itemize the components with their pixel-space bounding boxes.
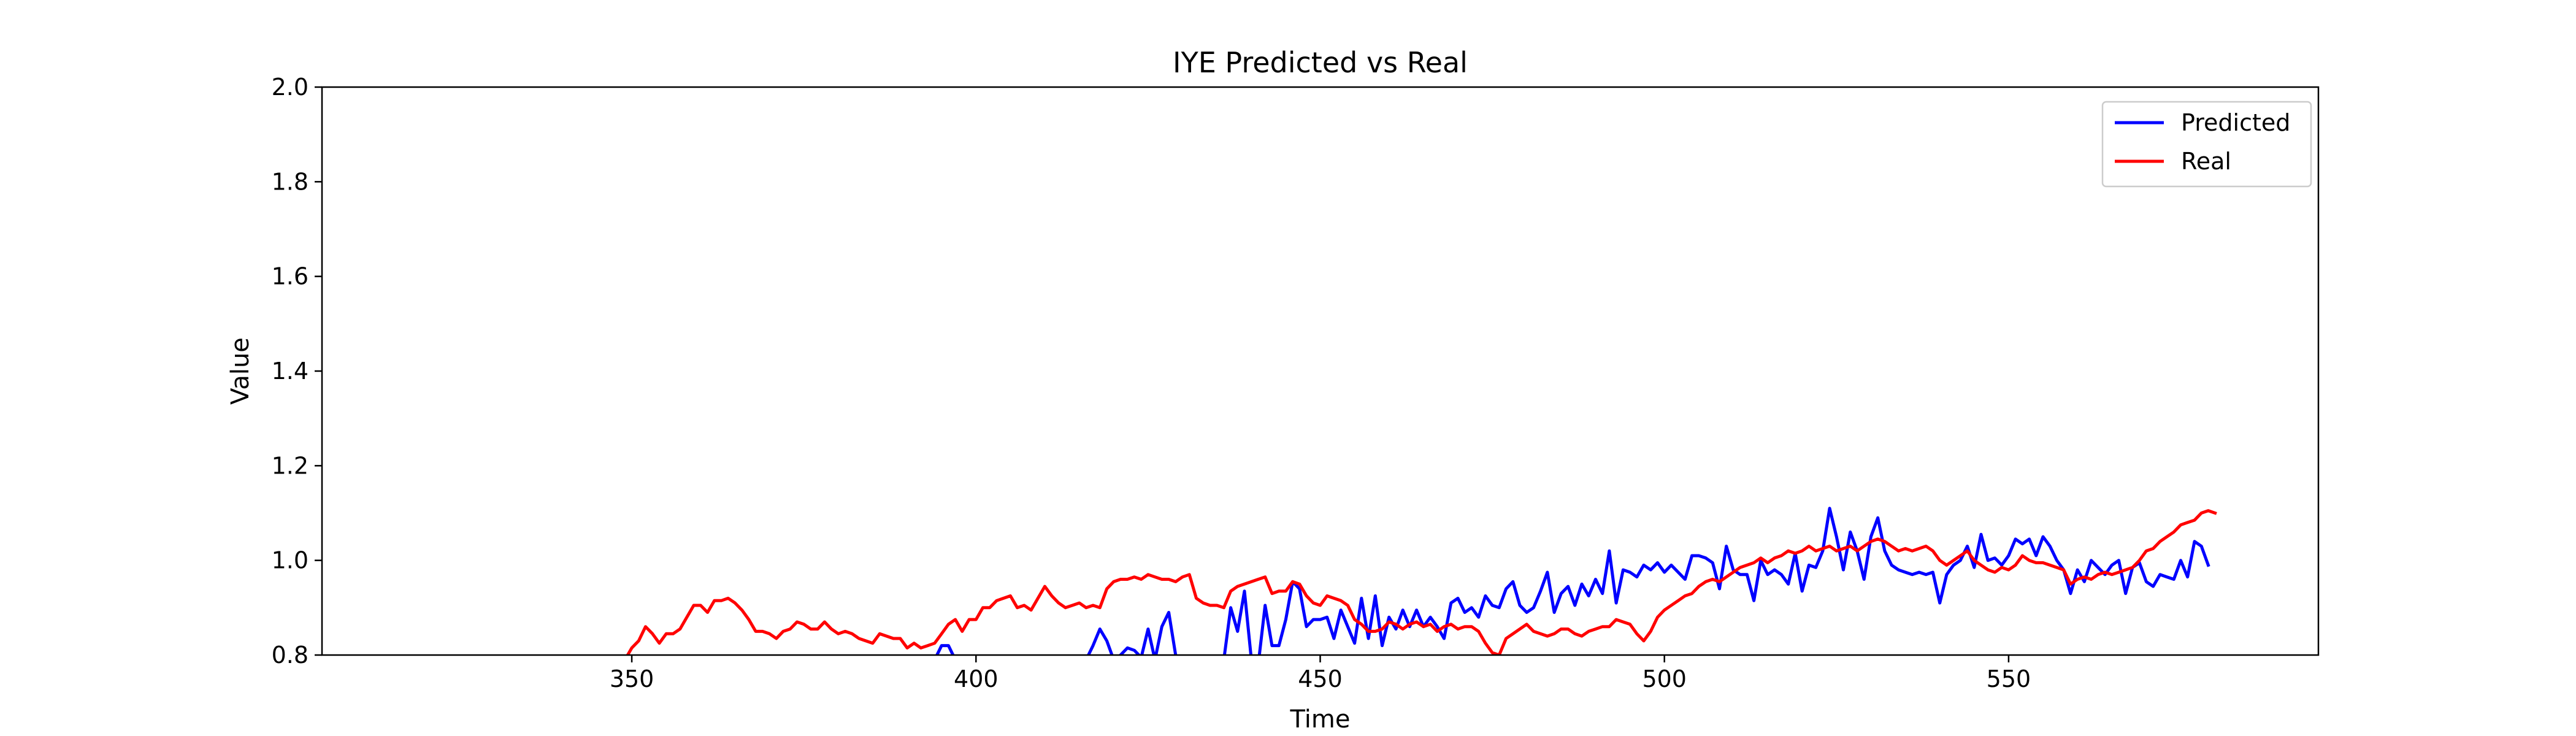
y-tick-label: 1.2: [272, 452, 309, 479]
y-tick-label: 1.8: [272, 168, 309, 195]
x-tick-label: 450: [1298, 665, 1343, 692]
series-line-predicted-1: [1086, 611, 1179, 655]
x-tick-label: 500: [1642, 665, 1687, 692]
legend-label-predicted: Predicted: [2181, 109, 2290, 136]
x-tick-label: 400: [954, 665, 999, 692]
y-axis-label: Value: [226, 337, 255, 405]
x-tick-label: 350: [610, 665, 654, 692]
y-tick-label: 2.0: [272, 74, 309, 101]
y-tick-label: 1.0: [272, 547, 309, 574]
y-tick-label: 1.6: [272, 263, 309, 290]
y-axis: 0.8 1.0 1.2 1.4 1.6 1.8 2.0: [272, 74, 322, 669]
y-tick-label: 1.4: [272, 358, 309, 385]
x-axis: 350 400 450 500 550: [610, 655, 2031, 692]
series-line-predicted-0: [935, 644, 955, 655]
legend: Predicted Real: [2101, 101, 2312, 188]
y-tick-label: 0.8: [272, 642, 309, 669]
series-line-real-0: [626, 509, 2217, 655]
x-axis-label: Time: [1290, 705, 1351, 734]
x-tick-label: 550: [1987, 665, 2031, 692]
legend-label-real: Real: [2181, 148, 2231, 175]
chart-title: IYE Predicted vs Real: [1173, 46, 1468, 79]
series-layer: [626, 507, 2217, 655]
